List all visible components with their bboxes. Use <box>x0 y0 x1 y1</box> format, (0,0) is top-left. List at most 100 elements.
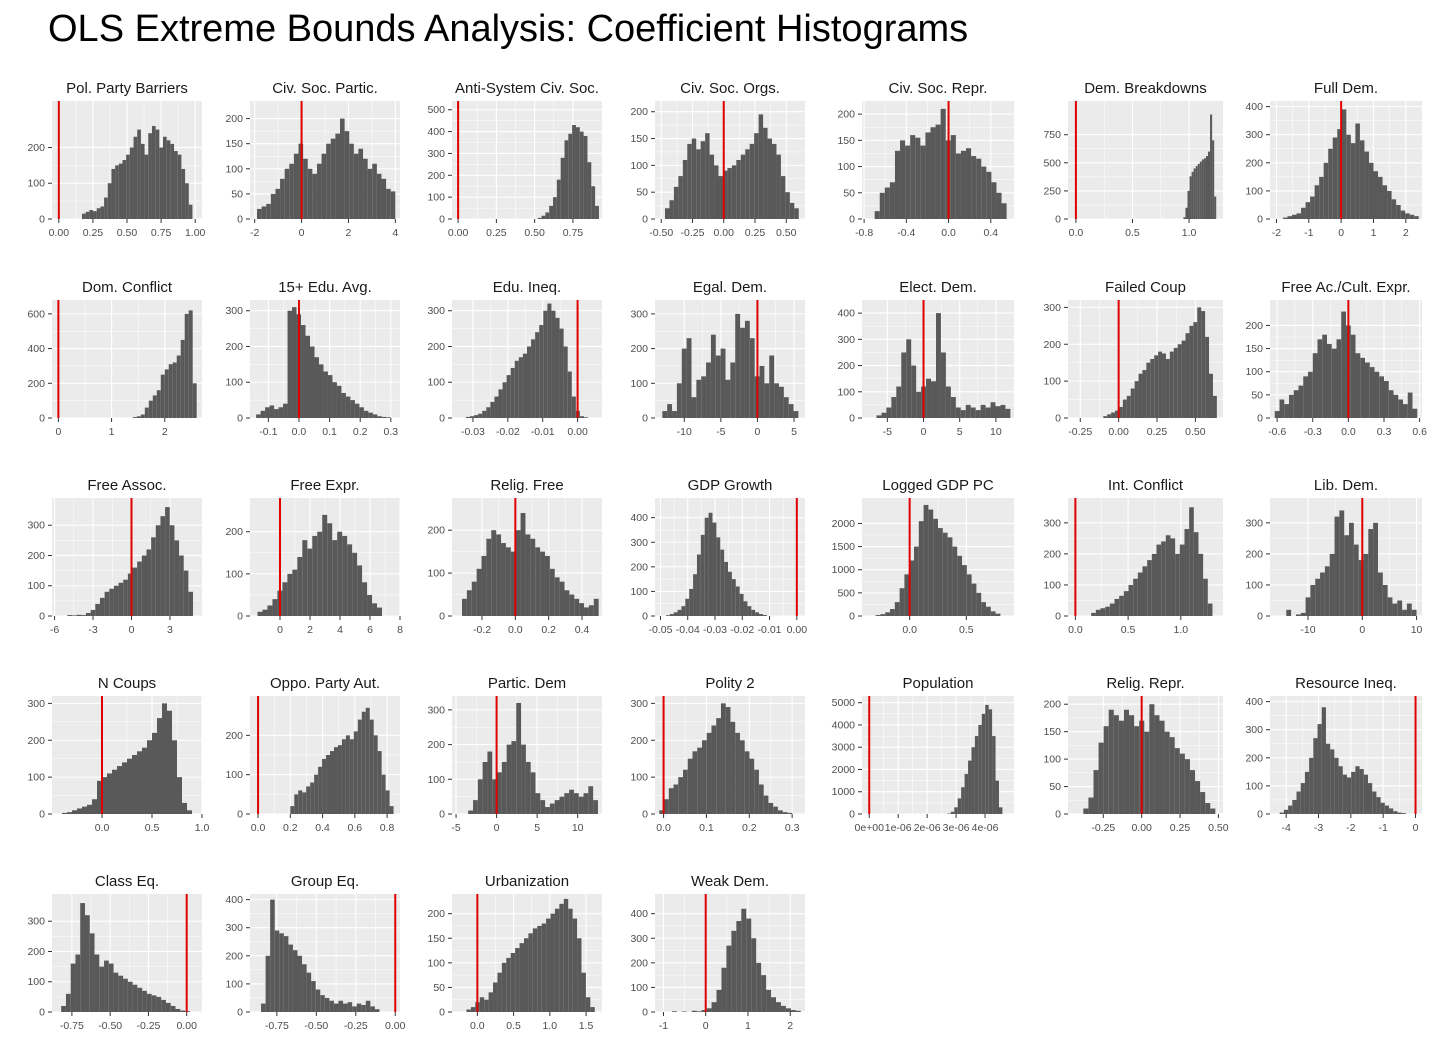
histogram-bar <box>349 143 354 219</box>
histogram-bar <box>511 741 517 814</box>
histogram-bar <box>1341 109 1347 219</box>
y-tick-label: 0 <box>642 214 648 226</box>
panel-3: Anti-System Civ. Soc. 0.00 0.25 0.50 0.75 0 10… <box>427 80 602 239</box>
histogram-bar <box>740 327 745 418</box>
histogram-bar <box>766 989 772 1012</box>
histogram-bar <box>151 126 156 219</box>
x-tick-label: -0.75 <box>60 1020 84 1032</box>
histogram-bar <box>1300 612 1306 616</box>
histogram-bar <box>990 402 996 418</box>
histogram-bar <box>1388 390 1394 418</box>
y-tick-label: 0 <box>1055 413 1061 425</box>
histogram-bar <box>763 127 768 219</box>
histogram-bar <box>1300 783 1305 814</box>
y-tick-label: 100 <box>1245 780 1263 792</box>
histogram-bar <box>751 609 756 616</box>
histogram-bar <box>317 531 323 616</box>
histogram-bar <box>288 944 293 1012</box>
histogram-bar <box>476 568 482 616</box>
histogram-bar <box>693 574 697 616</box>
histogram-bar <box>330 751 334 814</box>
histogram-bar <box>731 930 737 1012</box>
histogram-bar <box>716 989 722 1012</box>
y-tick-label: 100 <box>427 957 445 969</box>
histogram-bar <box>1118 406 1123 418</box>
panel-22: N Coups 0.0 0.5 1.0 0 100 200 300 <box>27 675 209 834</box>
histogram-bar <box>365 1000 371 1012</box>
histogram-bar <box>525 761 531 814</box>
histogram-bar <box>1179 544 1185 616</box>
histogram-bar <box>795 1010 801 1012</box>
histogram-bar <box>918 521 924 616</box>
histogram-bar <box>327 523 333 616</box>
panel-title: Civ. Soc. Orgs. <box>680 80 780 97</box>
histogram-bar <box>466 590 472 616</box>
histogram-bar <box>754 133 759 219</box>
histogram-bar <box>787 812 793 814</box>
histogram-bar <box>1334 516 1340 616</box>
y-tick-label: 1500 <box>832 541 856 553</box>
histogram-bar <box>971 583 977 616</box>
histogram-bar <box>337 531 343 616</box>
histogram-bar <box>151 995 157 1012</box>
histogram-bar <box>777 810 783 814</box>
histogram-bar <box>572 918 578 1012</box>
x-tick-label: 4 <box>337 624 343 636</box>
histogram-bar <box>345 396 351 418</box>
histogram-bar <box>1367 783 1373 814</box>
histogram-bar <box>940 352 946 418</box>
histogram-bar <box>747 606 752 616</box>
panel-title: Anti-System Civ. Soc. <box>455 80 599 97</box>
y-tick-label: 600 <box>27 308 45 320</box>
histogram-bar <box>776 154 781 219</box>
y-tick-label: 0 <box>1257 413 1263 425</box>
y-tick-label: 200 <box>837 360 855 372</box>
histogram-bar <box>280 178 285 219</box>
histogram-bar <box>664 799 669 814</box>
histogram-bar <box>1336 339 1342 418</box>
histogram-bar <box>540 551 545 616</box>
histogram-bar <box>1156 544 1162 616</box>
histogram-bar <box>287 310 293 418</box>
histogram-bar <box>683 769 688 814</box>
x-tick-label: -0.1 <box>259 426 277 438</box>
histogram-bar <box>564 590 570 616</box>
histogram-bar <box>156 996 162 1012</box>
histogram-bar <box>1327 343 1332 418</box>
histogram-bar <box>910 135 916 219</box>
histogram-bar <box>716 718 721 814</box>
histogram-bar <box>95 603 100 616</box>
histogram-bar <box>381 774 386 814</box>
histogram-bar <box>926 378 932 418</box>
x-tick-label: 0.00 <box>1131 822 1152 834</box>
histogram-bar <box>1384 805 1390 814</box>
y-tick-label: 100 <box>630 160 648 172</box>
y-tick-label: 100 <box>837 386 855 398</box>
histogram-bar <box>537 925 542 1012</box>
histogram-bar <box>1095 609 1101 616</box>
histogram-bar <box>1344 535 1350 616</box>
histogram-bar <box>880 614 886 616</box>
x-tick-label: 5 <box>791 426 797 438</box>
histogram-bar <box>353 731 358 814</box>
histogram-bar <box>118 975 124 1012</box>
panel-title: Relig. Repr. <box>1106 675 1184 692</box>
panel-title: Pol. Party Barriers <box>66 80 188 97</box>
panel-title: Full Dem. <box>1314 80 1378 97</box>
histogram-bar <box>1105 606 1110 616</box>
histogram-bar <box>497 972 502 1012</box>
histogram-bar <box>1088 797 1094 814</box>
histogram-bar <box>256 414 261 418</box>
histogram-bar <box>140 143 145 219</box>
histogram-bar <box>1364 151 1369 219</box>
histogram-bar <box>278 407 284 418</box>
histogram-bar <box>358 148 364 219</box>
histogram-bar <box>712 522 717 616</box>
histogram-bar <box>735 586 740 616</box>
y-tick-label: 0 <box>1257 214 1263 226</box>
y-tick-label: 0 <box>237 214 243 226</box>
histogram-bar <box>161 999 166 1012</box>
histogram-bar <box>758 114 764 219</box>
